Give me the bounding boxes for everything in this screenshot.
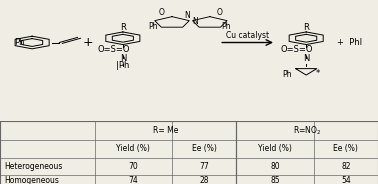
Text: +: + [82,36,93,49]
Text: 28: 28 [199,176,209,184]
Text: N: N [192,17,198,26]
Text: Yield (%): Yield (%) [258,144,292,153]
Text: 74: 74 [128,176,138,184]
Text: N: N [120,54,126,63]
Text: Homogeneous: Homogeneous [4,176,59,184]
Text: Cu catalyst: Cu catalyst [226,31,269,40]
Text: +  PhI: + PhI [337,38,362,47]
Text: N: N [303,54,309,63]
Text: 85: 85 [270,176,280,184]
Text: O=S=O: O=S=O [280,45,313,54]
Text: N: N [184,11,190,20]
Text: 54: 54 [341,176,351,184]
Text: Ph: Ph [148,22,158,31]
Text: O=S=O: O=S=O [97,45,130,54]
Text: Ph: Ph [14,38,25,47]
Text: 80: 80 [270,162,280,171]
Text: Ph: Ph [221,22,231,31]
Text: 82: 82 [341,162,350,171]
Text: O: O [159,8,165,17]
Text: O: O [217,8,223,17]
Text: Ee (%): Ee (%) [192,144,217,153]
Text: R= Me: R= Me [153,126,178,135]
Text: *: * [316,69,321,78]
Text: R=NO$_2$: R=NO$_2$ [293,125,321,137]
Text: R: R [303,23,309,32]
Text: Yield (%): Yield (%) [116,144,150,153]
Text: Ee (%): Ee (%) [333,144,358,153]
Text: |Ph: |Ph [116,61,130,70]
Text: 77: 77 [199,162,209,171]
Text: R: R [120,23,126,32]
Text: 70: 70 [128,162,138,171]
Text: Heterogeneous: Heterogeneous [4,162,62,171]
Text: Ph: Ph [282,70,292,79]
